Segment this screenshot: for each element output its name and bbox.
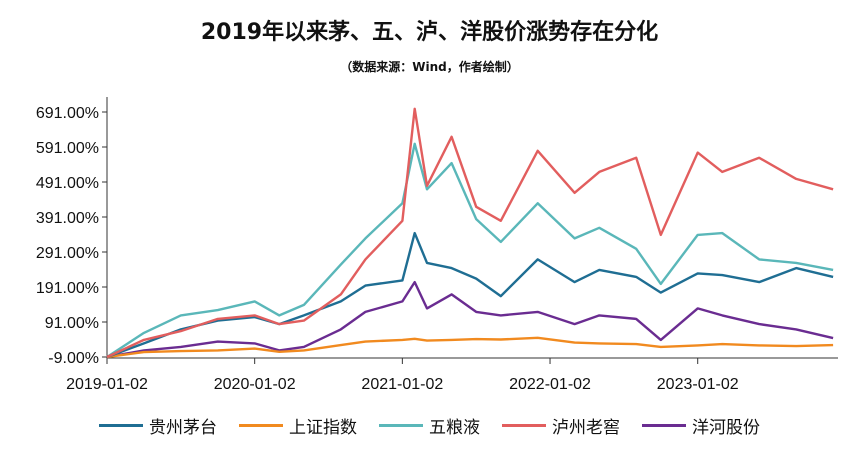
line-chart: 691.00% 591.00% 491.00% 391.00% 291.00% 191.0… [0,0,859,458]
legend-item: 上证指数 [239,413,357,438]
legend-item: 洋河股份 [642,413,760,438]
x-tick-label: 2022-01-02 [509,376,591,393]
legend-label: 洋河股份 [692,413,760,438]
legend-label: 泸州老窖 [552,413,620,438]
x-tick-label: 2019-01-02 [66,376,148,393]
legend-swatch [99,424,143,427]
y-tick-label: 191.00% [36,280,99,297]
series-line-4 [107,109,833,357]
legend-item: 五粮液 [379,413,480,438]
y-tick-label: 691.00% [36,105,99,122]
y-tick-label: 391.00% [36,210,99,227]
legend-item: 泸州老窖 [502,413,620,438]
legend-swatch [642,424,686,427]
x-tick-label: 2023-01-02 [657,376,739,393]
legend-label: 五粮液 [429,413,480,438]
x-tick-label: 2021-01-02 [361,376,443,393]
y-tick-label: 491.00% [36,175,99,192]
y-tick-label: -9.00% [48,350,99,367]
y-tick-label: 591.00% [36,140,99,157]
legend-label: 上证指数 [289,413,357,438]
legend-label: 贵州茅台 [149,413,217,438]
y-tick-label: 291.00% [36,245,99,262]
x-tick-label: 2020-01-02 [214,376,296,393]
legend: 贵州茅台 上证指数 五粮液 泸州老窖 洋河股份 [0,413,859,438]
series-line-3 [107,144,833,357]
legend-swatch [239,424,283,427]
legend-swatch [379,424,423,427]
legend-item: 贵州茅台 [99,413,217,438]
legend-swatch [502,424,546,427]
y-tick-label: 91.00% [45,315,99,332]
